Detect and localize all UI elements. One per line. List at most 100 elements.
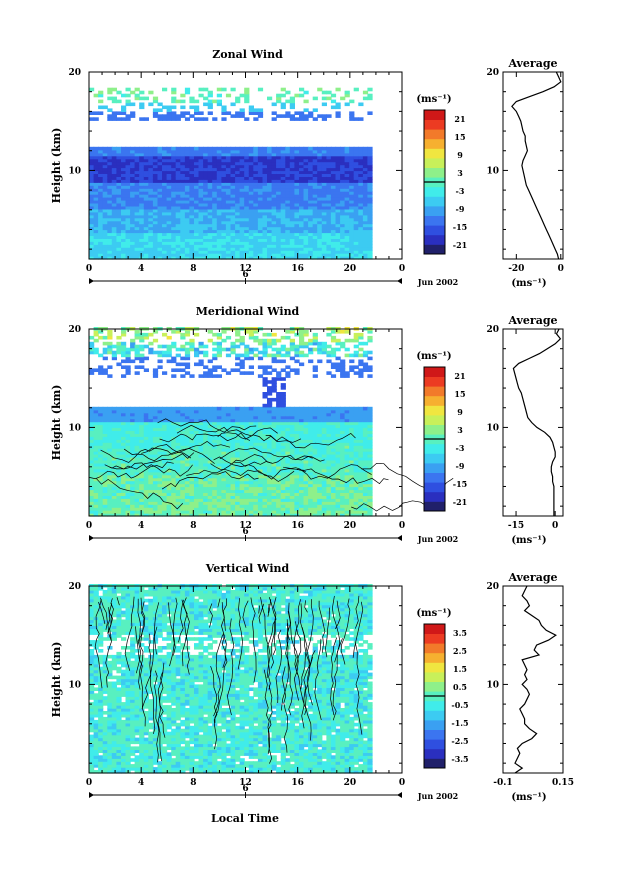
heatmap-cell xyxy=(134,197,140,201)
heatmap-cell xyxy=(184,161,191,166)
heatmap-cell xyxy=(148,409,154,414)
heatmap-cell xyxy=(257,173,264,177)
heatmap-cell xyxy=(312,108,318,112)
heatmap-cell xyxy=(253,194,259,198)
heatmap-cell xyxy=(184,250,191,254)
heatmap-cell xyxy=(239,359,245,364)
heatmap-cell xyxy=(207,217,213,222)
heatmap-cell xyxy=(121,146,127,151)
heatmap-cell xyxy=(289,182,295,186)
heatmap-cell xyxy=(107,332,113,337)
heatmap-cell xyxy=(294,415,300,420)
heatmap-cell xyxy=(121,164,127,169)
heatmap-cell xyxy=(317,513,323,517)
heatmap-cell xyxy=(285,510,291,514)
heatmap-cell xyxy=(271,409,277,414)
heatmap-cell xyxy=(203,350,209,355)
heatmap-cell xyxy=(267,424,273,429)
heatmap-cell xyxy=(166,247,172,251)
heatmap-cell xyxy=(180,465,186,470)
heatmap-cell xyxy=(93,468,99,473)
heatmap-cell xyxy=(180,486,186,491)
heatmap-cell xyxy=(116,459,122,464)
heatmap-cell xyxy=(125,191,131,195)
heatmap-cell xyxy=(171,510,177,514)
heatmap-cell xyxy=(180,164,186,169)
heatmap-cell xyxy=(253,498,259,502)
heatmap-cell xyxy=(134,146,140,151)
heatmap-cell xyxy=(276,406,282,411)
heatmap-cell xyxy=(312,199,318,204)
heatmap-cell xyxy=(203,424,209,429)
heatmap-cell xyxy=(102,448,108,452)
heatmap-cell xyxy=(253,149,259,154)
heatmap-cell xyxy=(171,167,177,172)
heatmap-cell xyxy=(93,211,99,216)
heatmap-cell xyxy=(166,176,172,180)
heatmap-cell xyxy=(175,152,181,157)
heatmap-cell xyxy=(143,492,149,496)
heatmap-cell xyxy=(362,179,369,183)
heatmap-cell xyxy=(267,235,273,239)
heatmap-cell xyxy=(280,495,286,499)
heatmap-cell xyxy=(194,409,200,414)
heatmap-cell xyxy=(125,486,131,491)
heatmap-cell xyxy=(358,220,364,225)
heatmap-cell xyxy=(207,371,213,375)
heatmap-cell xyxy=(221,448,227,452)
heatmap-cell xyxy=(312,341,318,346)
heatmap-cell xyxy=(312,173,318,177)
heatmap-cell xyxy=(162,170,168,174)
heatmap-cell xyxy=(262,185,268,189)
heatmap-cell xyxy=(152,191,159,195)
heatmap-cell xyxy=(152,412,159,417)
heatmap-cell xyxy=(299,477,305,482)
heatmap-cell xyxy=(157,462,163,467)
heatmap-cell xyxy=(335,105,341,110)
heatmap-cell xyxy=(239,465,245,470)
heatmap-cell xyxy=(184,232,191,236)
heatmap-cell xyxy=(152,182,159,186)
heatmap-cell xyxy=(93,202,99,207)
heatmap-cell xyxy=(171,211,177,216)
heatmap-cell xyxy=(139,146,145,151)
heatmap-cell xyxy=(216,501,222,505)
heatmap-cell xyxy=(317,173,323,177)
heatmap-cell xyxy=(285,111,291,115)
heatmap-cell xyxy=(235,415,241,420)
heatmap-cell xyxy=(134,96,140,101)
heatmap-cell xyxy=(207,244,213,248)
heatmap-cell xyxy=(317,182,323,186)
heatmap-cell xyxy=(102,474,108,479)
heatmap-cell xyxy=(212,433,218,437)
heatmap-cell xyxy=(276,359,282,364)
heatmap-cell xyxy=(198,238,204,242)
heatmap-cell xyxy=(344,170,350,174)
heatmap-cell xyxy=(189,513,195,517)
heatmap-cell xyxy=(180,152,186,157)
heatmap-cell xyxy=(225,448,232,452)
heatmap-cell xyxy=(271,341,277,346)
heatmap-cell xyxy=(358,152,364,157)
colorbar-units-label: (ms⁻¹) xyxy=(416,94,451,105)
heatmap-cell xyxy=(367,223,373,228)
heatmap-cell xyxy=(276,501,282,505)
heatmap-cell xyxy=(276,436,282,440)
heatmap-cell xyxy=(139,176,145,180)
heatmap-cell xyxy=(271,445,277,449)
heatmap-cell xyxy=(116,155,122,160)
heatmap-cell xyxy=(294,459,300,464)
heatmap-cell xyxy=(121,513,127,517)
heatmap-cell xyxy=(299,117,305,121)
heatmap-cell xyxy=(225,232,232,236)
heatmap-cell xyxy=(116,409,122,414)
heatmap-cell xyxy=(189,465,195,470)
heatmap-cell xyxy=(212,341,218,346)
heatmap-cell xyxy=(285,232,291,236)
heatmap-cell xyxy=(184,205,191,210)
heatmap-cell xyxy=(121,241,127,245)
heatmap-cell xyxy=(235,182,241,186)
heatmap-cell xyxy=(189,161,195,166)
heatmap-cell xyxy=(166,424,172,429)
heatmap-cell xyxy=(267,430,273,434)
